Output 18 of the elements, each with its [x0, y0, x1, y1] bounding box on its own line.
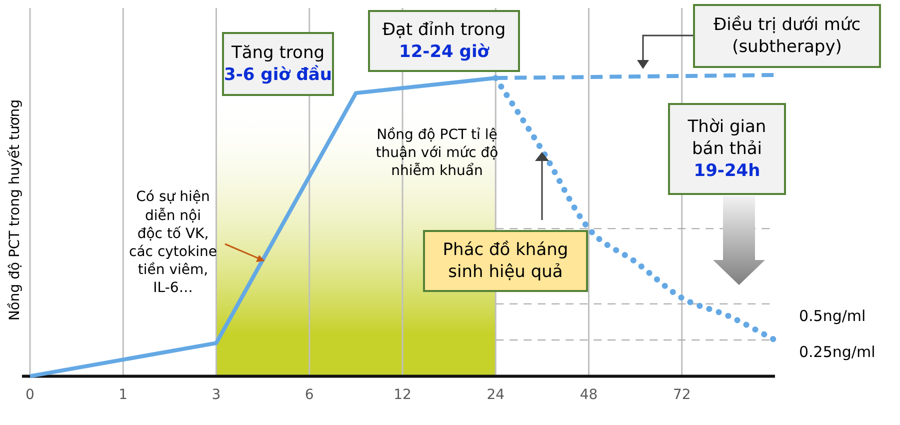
- x-tick-label: 48: [580, 387, 598, 404]
- x-tick-label: 3: [212, 387, 221, 404]
- x-tick-label: 1: [118, 387, 128, 404]
- x-tick-label: 72: [672, 387, 691, 404]
- y-axis-title: Nồng độ PCT trong huyết tương: [7, 99, 23, 321]
- annotation: Thời gian bán thải 19-24h: [688, 116, 766, 182]
- x-tick-label: 0: [26, 387, 34, 404]
- annotation: Tăng trong 3-6 giờ đầu: [224, 42, 332, 86]
- ref-line-label: 0.5ng/ml: [799, 306, 866, 325]
- annotation: Phác đồ kháng sinh hiệu quả: [442, 238, 568, 284]
- text: Điều trị dưới mức (subtherapy): [713, 14, 861, 58]
- annotation: Có sự hiện diễn nội độc tố VK, các cytokine tiền viêm, IL-6…: [129, 188, 217, 298]
- x-tick-label: 6: [304, 387, 314, 404]
- x-tick-label: 24: [486, 387, 505, 404]
- text: Đạt đỉnh trong 12-24 giờ: [382, 18, 506, 64]
- x-tick-label: 12: [394, 387, 412, 404]
- annotation: Nồng độ PCT tỉ lệ thuận với mức độ nhiễm khuẩn: [376, 126, 498, 180]
- ref-line-label: 0.25ng/ml: [799, 342, 876, 361]
